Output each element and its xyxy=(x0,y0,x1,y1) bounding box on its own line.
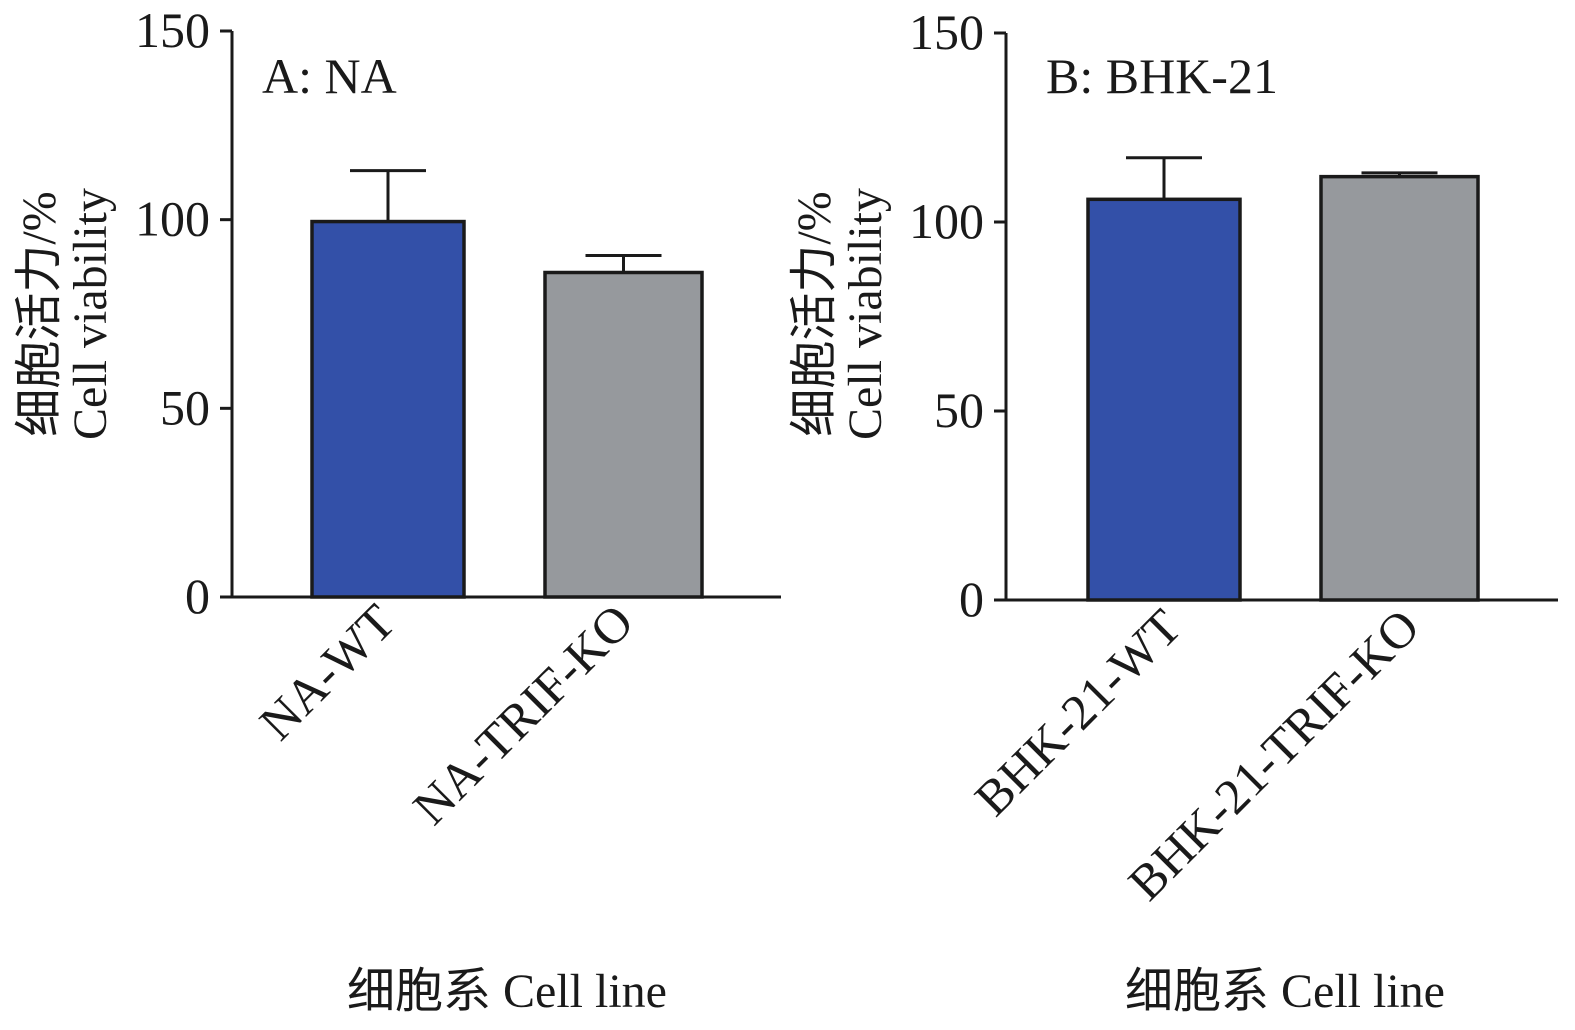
bar-bhk-21-trif-ko xyxy=(1319,174,1480,602)
y-tick-label-150: 150 xyxy=(135,2,210,58)
category-label-na-trif-ko: NA-TRIF-KO xyxy=(402,593,644,835)
bar-bhk-21-wt xyxy=(1086,197,1242,602)
bar-na-trif-ko xyxy=(543,270,704,599)
errorbars-a xyxy=(350,169,662,273)
y-tick-label-0: 0 xyxy=(185,568,210,624)
panel-b: 0 50 100 150 B: BHK-21 细胞活力/% Cell viabilit… xyxy=(788,4,1558,1018)
y-ticks-a: 0 50 100 150 xyxy=(135,2,232,624)
y-tick-label-50: 50 xyxy=(934,382,984,438)
category-label-bhk-21-wt: BHK-21-WT xyxy=(964,598,1192,826)
y-axis-title-en-a: Cell viability xyxy=(64,188,117,440)
category-label-na-wt: NA-WT xyxy=(248,593,405,750)
y-tick-label-100: 100 xyxy=(135,191,210,247)
bars-a xyxy=(310,219,704,599)
x-axis-title-b: 细胞系 Cell line xyxy=(1125,965,1445,1018)
y-tick-label-150: 150 xyxy=(909,4,984,60)
panel-label-b: B: BHK-21 xyxy=(1046,48,1278,104)
y-ticks-b: 0 50 100 150 xyxy=(909,4,1006,627)
bar-na-wt xyxy=(310,219,466,599)
panel-label-a: A: NA xyxy=(262,48,397,104)
y-axis-title-cn-b: 细胞活力/% xyxy=(788,191,841,436)
panel-a: 0 50 100 150 A: NA 细胞活力/% Cell viability NA… xyxy=(13,2,781,1018)
errorbars-b xyxy=(1126,156,1438,200)
y-axis-title-en-b: Cell viability xyxy=(839,188,892,440)
y-tick-label-100: 100 xyxy=(909,193,984,249)
y-tick-label-0: 0 xyxy=(959,571,984,627)
x-axis-title-a: 细胞系 Cell line xyxy=(347,965,667,1018)
y-tick-label-50: 50 xyxy=(160,379,210,435)
y-axis-title-cn-a: 细胞活力/% xyxy=(13,191,66,436)
bars-b xyxy=(1086,174,1480,602)
